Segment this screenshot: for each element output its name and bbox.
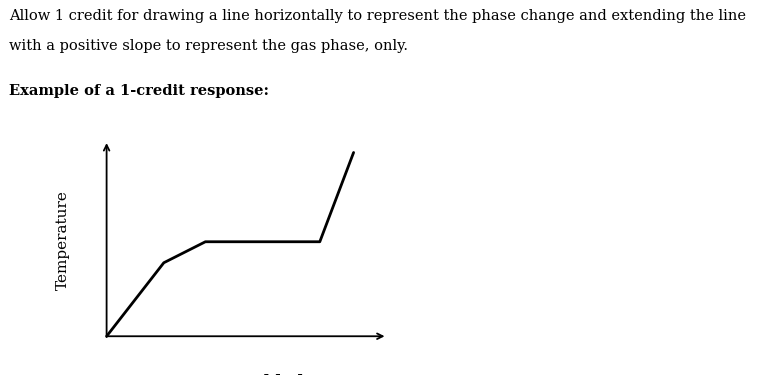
Text: Allow 1 credit for drawing a line horizontally to represent the phase change and: Allow 1 credit for drawing a line horizo… (9, 9, 746, 23)
Text: Heat Added: Heat Added (195, 374, 304, 375)
Text: Example of a 1-credit response:: Example of a 1-credit response: (9, 84, 269, 98)
Text: with a positive slope to represent the gas phase, only.: with a positive slope to represent the g… (9, 39, 409, 53)
Text: Temperature: Temperature (56, 190, 70, 290)
